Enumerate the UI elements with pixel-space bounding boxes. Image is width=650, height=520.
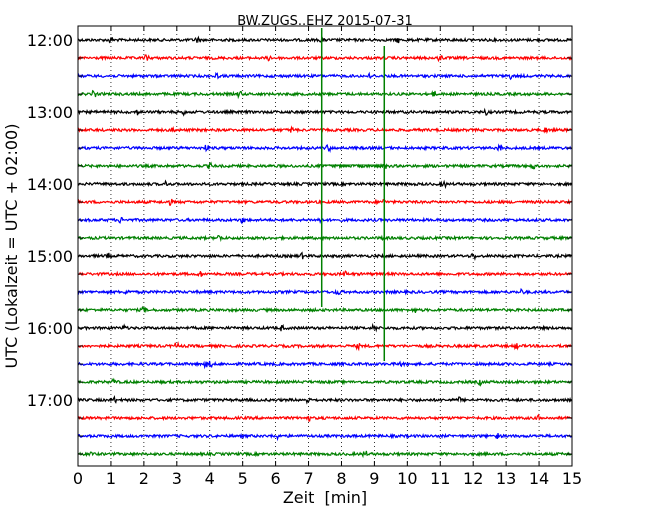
trace-line — [77, 322, 572, 333]
x-axis: 0 1 2 3 4 5 6 7 8 9 10 11 12 13 14 15 — [73, 26, 582, 488]
x-tick-label: 3 — [172, 469, 182, 488]
trace-line — [77, 377, 572, 387]
trace-line — [77, 198, 572, 206]
y-tick-label: 16:00 — [27, 319, 73, 338]
trace-line — [77, 143, 572, 153]
y-axis-label: UTC (Lokalzeit = UTC + 02:00) — [2, 124, 21, 369]
trace-line — [77, 234, 572, 243]
trace-line — [77, 251, 572, 261]
x-tick-label: 8 — [336, 469, 346, 488]
x-tick-label: 0 — [73, 469, 83, 488]
x-tick-label: 1 — [106, 469, 116, 488]
trace-line — [77, 35, 572, 44]
grid-lines — [110, 26, 540, 466]
trace-line — [77, 450, 572, 459]
x-tick-label: 7 — [303, 469, 313, 488]
y-tick-label: 12:00 — [27, 31, 73, 50]
x-tick-label: 5 — [238, 469, 248, 488]
x-tick-label: 6 — [271, 469, 281, 488]
trace-line — [77, 107, 572, 117]
trace-line — [77, 287, 572, 296]
x-tick-label: 9 — [369, 469, 379, 488]
x-tick-label: 13 — [496, 469, 516, 488]
x-tick-label: 11 — [430, 469, 450, 488]
x-tick-label: 12 — [463, 469, 483, 488]
trace-line — [77, 125, 572, 135]
trace-line — [77, 179, 573, 190]
trace-line — [77, 432, 573, 442]
x-tick-label: 2 — [139, 469, 149, 488]
trace-line — [77, 360, 572, 370]
trace-line — [77, 54, 573, 63]
trace-line — [77, 413, 572, 422]
trace-line — [77, 394, 573, 405]
x-tick-label: 10 — [397, 469, 417, 488]
trace-line — [77, 305, 573, 314]
chart-title: BW.ZUGS..EHZ 2015-07-31 — [237, 14, 413, 29]
y-tick-label: 17:00 — [27, 391, 73, 410]
y-tick-label: 14:00 — [27, 175, 73, 194]
event-marker-group — [320, 28, 386, 361]
y-axis: 12:00 13:00 14:00 15:00 16:00 17:00 — [27, 31, 572, 455]
x-tick-label: 14 — [529, 469, 549, 488]
y-tick-label: 15:00 — [27, 247, 73, 266]
trace-line — [77, 270, 572, 278]
trace-group — [77, 35, 573, 459]
x-axis-label: Zeit [min] — [283, 488, 367, 507]
trace-line — [77, 89, 572, 100]
trace-line — [77, 216, 572, 225]
trace-line — [77, 341, 572, 352]
y-tick-label: 13:00 — [27, 103, 73, 122]
trace-line — [77, 71, 572, 81]
x-tick-label: 4 — [205, 469, 215, 488]
x-tick-label: 15 — [562, 469, 582, 488]
plot-area-frame — [77, 25, 573, 467]
